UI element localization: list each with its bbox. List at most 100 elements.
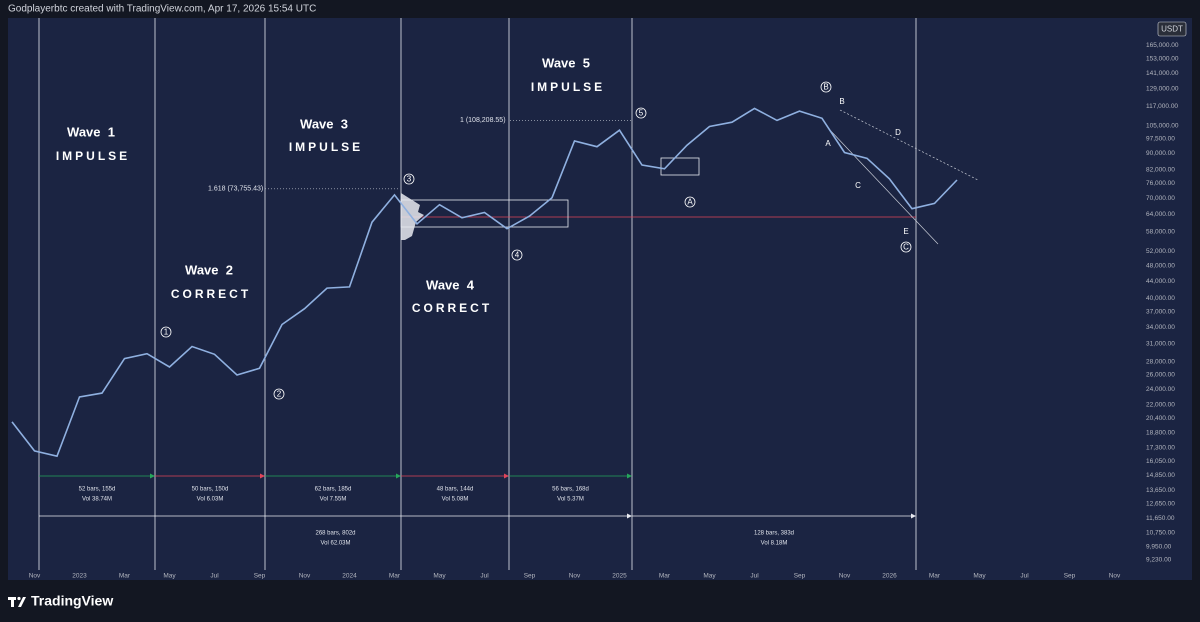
label-circle: [684, 196, 696, 208]
wave-title: Wave 3: [300, 116, 348, 131]
wave-subtitle: IMPULSE: [531, 80, 605, 94]
y-tick-label: 9,950.00: [1146, 543, 1172, 550]
abcde-label: B: [839, 97, 844, 106]
y-tick-label: 26,000.00: [1146, 372, 1175, 379]
x-tick-label: May: [433, 573, 446, 580]
x-tick-label: May: [163, 573, 176, 580]
y-tick-label: 82,000.00: [1146, 167, 1175, 174]
y-tick-label: 52,000.00: [1146, 248, 1175, 255]
plot-area: [8, 18, 1140, 580]
measure-bars: 48 bars, 144d: [437, 487, 474, 493]
abcde-label: C: [855, 181, 861, 190]
x-tick-label: Nov: [569, 573, 581, 580]
measure-bars: 52 bars, 155d: [79, 487, 116, 493]
elliott-label: A: [687, 198, 693, 207]
currency: USDT: [1161, 25, 1183, 34]
elliott-label: 3: [407, 175, 412, 184]
y-tick-label: 28,000.00: [1146, 359, 1175, 366]
x-tick-label: Nov: [29, 573, 41, 580]
measure-arrow: [627, 473, 632, 479]
measure-arrow: [260, 473, 265, 479]
y-tick-label: 40,000.00: [1146, 295, 1175, 302]
measure-vol: Vol 8.18M: [761, 541, 788, 547]
elliott-label: C: [903, 243, 909, 252]
label-circle: [160, 326, 172, 338]
x-tick-label: Mar: [389, 573, 401, 580]
trend-line: [839, 109, 979, 181]
y-tick-label: 16,050.00: [1146, 458, 1175, 465]
measure-arrow: [396, 473, 401, 479]
x-tick-label: Jul: [210, 573, 219, 580]
y-tick-label: 165,000.00: [1146, 42, 1179, 49]
y-tick-label: 24,000.00: [1146, 386, 1175, 393]
price-axis: [1140, 18, 1192, 580]
elliott-label: 1: [164, 328, 169, 337]
measure-bars: 268 bars, 802d: [315, 531, 355, 537]
header: Godplayerbtc created with TradingView.co…: [8, 4, 316, 15]
fib-label: 1 (108,208.55): [460, 117, 506, 124]
y-tick-label: 12,650.00: [1146, 500, 1175, 507]
y-tick-label: 10,750.00: [1146, 529, 1175, 536]
logo: [8, 596, 26, 607]
measure-arrow: [504, 473, 509, 479]
y-tick-label: 48,000.00: [1146, 262, 1175, 269]
wave-title: Wave 2: [185, 262, 233, 277]
measure-vol: Vol 5.37M: [557, 497, 584, 503]
y-tick-label: 90,000.00: [1146, 150, 1175, 157]
x-tick-label: May: [703, 573, 716, 580]
label-circle: [273, 388, 285, 400]
x-tick-label: Sep: [794, 573, 806, 580]
elliott-label: 4: [515, 251, 520, 260]
y-tick-label: 18,800.00: [1146, 430, 1175, 437]
x-tick-label: Jul: [480, 573, 489, 580]
measure-bars: 62 bars, 185d: [315, 487, 352, 493]
y-tick-label: 13,650.00: [1146, 487, 1175, 494]
y-tick-label: 17,300.00: [1146, 444, 1175, 451]
x-tick-label: 2026: [882, 573, 897, 580]
trend-line: [827, 127, 939, 245]
abcde-label: E: [903, 227, 908, 236]
abcde-label: D: [895, 128, 901, 137]
y-tick-label: 64,000.00: [1146, 211, 1175, 218]
x-tick-label: Nov: [299, 573, 311, 580]
x-tick-label: 2024: [342, 573, 357, 580]
measure-vol: Vol 38.74M: [82, 497, 112, 503]
measure-vol: Vol 6.03M: [197, 497, 224, 503]
y-tick-label: 44,000.00: [1146, 278, 1175, 285]
x-tick-label: Nov: [1109, 573, 1121, 580]
y-tick-label: 37,000.00: [1146, 309, 1175, 316]
x-tick-label: May: [973, 573, 986, 580]
x-tick-label: Sep: [254, 573, 266, 580]
measure-arrow: [627, 513, 632, 519]
measure-bars: 50 bars, 150d: [192, 487, 229, 493]
x-tick-label: Nov: [839, 573, 851, 580]
wave-title: Wave 4: [426, 277, 475, 292]
x-tick-label: 2023: [72, 573, 87, 580]
measure-vol: Vol 7.55M: [320, 497, 347, 503]
y-tick-label: 141,000.00: [1146, 70, 1179, 77]
measure-vol: Vol 62.03M: [320, 541, 350, 547]
x-tick-label: Sep: [524, 573, 536, 580]
measure-bars: 128 bars, 383d: [754, 531, 794, 537]
wave-title: Wave 5: [542, 55, 590, 70]
y-tick-label: 105,000.00: [1146, 122, 1179, 129]
y-tick-label: 97,500.00: [1146, 136, 1175, 143]
currency-badge[interactable]: [1157, 21, 1187, 37]
footer-brand: TradingView: [31, 593, 113, 609]
y-tick-label: 129,000.00: [1146, 86, 1179, 93]
y-tick-label: 9,230.00: [1146, 557, 1172, 564]
y-tick-label: 20,400.00: [1146, 415, 1175, 422]
measure-vol: Vol 5.08M: [442, 497, 469, 503]
y-tick-label: 76,000.00: [1146, 180, 1175, 187]
y-tick-label: 153,000.00: [1146, 55, 1179, 62]
wave-title: Wave 1: [67, 124, 115, 139]
y-tick-label: 34,000.00: [1146, 324, 1175, 331]
measure-arrow: [150, 473, 155, 479]
wave-subtitle: CORRECT: [171, 287, 251, 301]
wave-subtitle: IMPULSE: [289, 140, 363, 154]
measure-arrow: [911, 513, 916, 519]
y-tick-label: 70,000.00: [1146, 195, 1175, 202]
label-circle: [900, 241, 912, 253]
